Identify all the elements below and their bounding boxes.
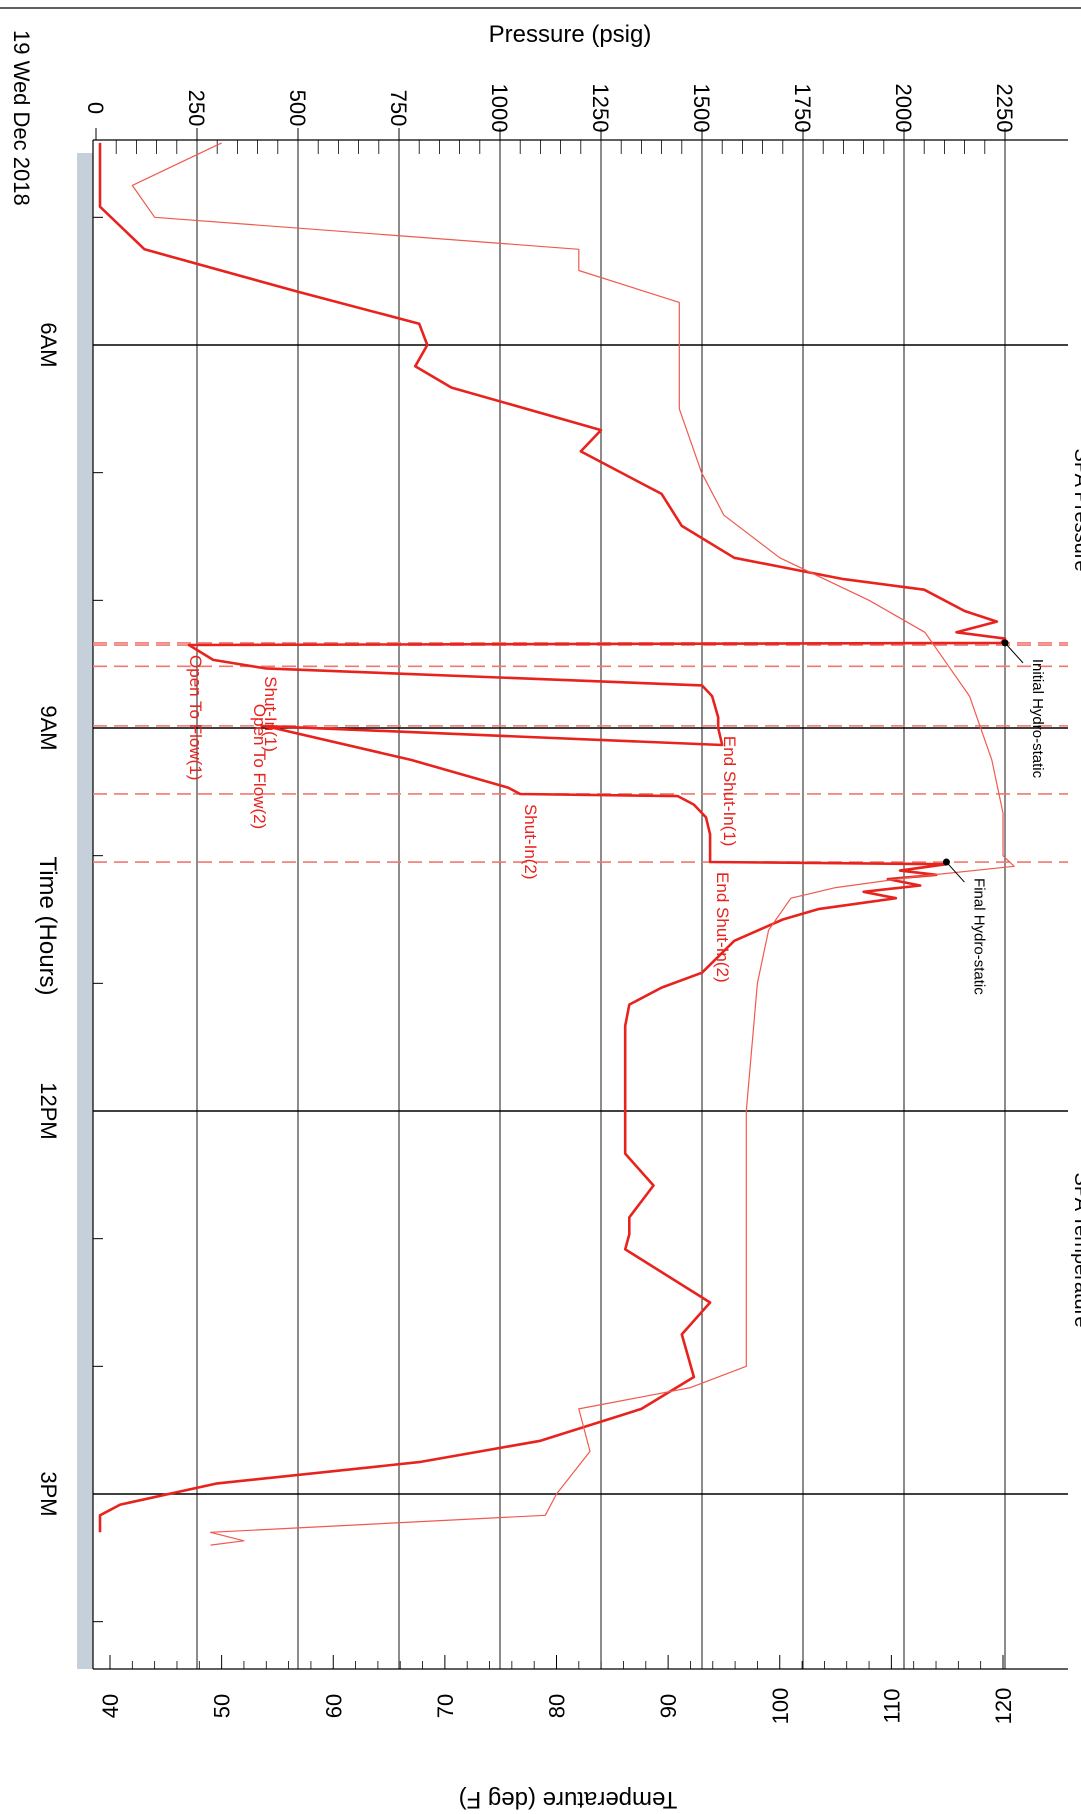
- pressure-tick-label: 0: [83, 102, 108, 114]
- event-label: Shut-In(1): [261, 676, 280, 752]
- hydrostatic-label: Initial Hydro-static: [1029, 659, 1046, 779]
- event-label: End Shut-In(2): [713, 872, 732, 983]
- temperature-tick-label: 70: [433, 1694, 458, 1718]
- temperature-tick-label: 100: [768, 1688, 793, 1725]
- time-axis-title: Time (Hours): [34, 856, 61, 995]
- event-label: Open To Flow(1): [186, 655, 205, 780]
- pressure-tick-label: 750: [386, 90, 411, 127]
- pressure-tick-label: 1000: [487, 84, 512, 133]
- temperature-tick-label: 50: [210, 1694, 235, 1718]
- event-label: Shut-In(2): [521, 804, 540, 880]
- series-lines: [98, 142, 1015, 1546]
- event-label: End Shut-In(1): [720, 736, 739, 847]
- pressure-tick-label: 1750: [790, 84, 815, 133]
- temperature-series-line: [131, 142, 1015, 1546]
- annotations: Initial Hydro-static Final Hydro-static: [942, 639, 1046, 995]
- pressure-series-line: [98, 142, 1007, 1533]
- date-label: 19 Wed Dec 2018: [9, 30, 34, 206]
- gauge-label-pressure: SPA Pressure: [1070, 448, 1081, 571]
- temperature-axis-title: Temperature (deg F): [459, 1786, 678, 1813]
- temperature-tick-label: 40: [98, 1694, 123, 1718]
- gauge-label-temperature: SPA Temperature: [1070, 1173, 1081, 1328]
- hydrostatic-leader: [1004, 642, 1024, 664]
- plot-area: [93, 140, 1068, 1669]
- pressure-tick-label: 1500: [689, 84, 714, 133]
- gridlines: [92, 139, 1068, 1670]
- event-label: Open To Flow(2): [250, 704, 269, 829]
- pressure-axis-title: Pressure (psig): [489, 21, 652, 48]
- pressure-tick-label: 500: [285, 90, 310, 127]
- time-tick-label: 3PM: [36, 1471, 61, 1516]
- pressure-ticks: 0 250 500 750 1000 1250 1500 1750 2000 2250: [83, 84, 1017, 154]
- time-ticks: 6AM 9AM 12PM 3PM: [36, 216, 103, 1623]
- pressure-tick-label: 250: [184, 90, 209, 127]
- pressure-tick-label: 2250: [992, 84, 1017, 133]
- temperature-tick-label: 90: [656, 1694, 681, 1718]
- hydrostatic-label: Final Hydro-static: [970, 878, 987, 995]
- time-tick-label: 9AM: [36, 705, 61, 750]
- temperature-tick-label: 110: [879, 1688, 904, 1723]
- temperature-ticks: 40 50 60 70 80 90 100 110 120: [98, 1655, 1016, 1724]
- time-tick-label: 12PM: [36, 1082, 61, 1139]
- temperature-tick-label: 60: [321, 1694, 346, 1718]
- temperature-tick-label: 80: [545, 1694, 570, 1718]
- pressure-tick-label: 1250: [588, 84, 613, 133]
- pressure-tick-label: 2000: [891, 84, 916, 133]
- time-tick-label: 6AM: [36, 322, 61, 367]
- temperature-tick-label: 120: [991, 1688, 1016, 1725]
- hydrostatic-leader: [946, 861, 965, 883]
